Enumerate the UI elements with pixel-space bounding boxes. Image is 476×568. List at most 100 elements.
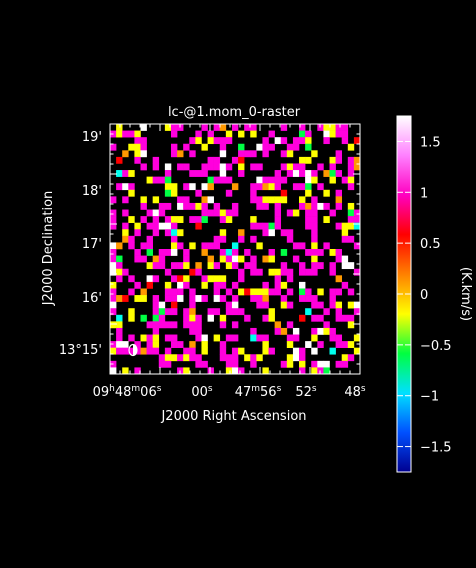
x-tick-label: 09h48m06s [93, 384, 162, 400]
image-pixel [353, 347, 361, 355]
image-pixel [116, 327, 123, 335]
image-pixel [207, 183, 214, 191]
image-pixel [116, 275, 123, 283]
image-pixel [170, 341, 178, 348]
image-pixel [201, 341, 208, 348]
image-pixel [292, 334, 300, 342]
image-pixel [189, 295, 196, 302]
image-pixel [110, 268, 117, 276]
image-pixel [140, 255, 147, 263]
image-pixel [231, 347, 239, 355]
image-pixel [134, 156, 141, 164]
image-pixel [128, 347, 135, 355]
image-pixel [305, 295, 312, 302]
image-pixel [323, 202, 330, 210]
image-pixel [170, 189, 178, 197]
image-pixel [128, 275, 135, 283]
image-pixel [347, 321, 355, 329]
image-pixel [286, 235, 294, 243]
image-pixel [195, 130, 202, 138]
image-pixel [341, 314, 349, 322]
image-pixel [189, 301, 196, 309]
image-pixel [256, 288, 263, 296]
image-pixel [201, 209, 208, 217]
image-pixel [164, 170, 172, 177]
image-pixel [256, 196, 263, 204]
image-pixel [128, 288, 135, 296]
image-pixel [177, 295, 184, 302]
image-pixel [311, 242, 318, 250]
y-tick-label: 16' [82, 291, 102, 306]
image-pixel [140, 216, 147, 223]
image-pixel [353, 222, 361, 230]
image-pixel [317, 249, 324, 256]
image-pixel [262, 143, 269, 151]
image-pixel [170, 183, 178, 191]
image-pixel [347, 163, 355, 171]
image-pixel [152, 163, 160, 171]
image-pixel [274, 202, 282, 210]
image-pixel [170, 222, 178, 230]
image-pixel [280, 137, 288, 145]
image-pixel [158, 255, 166, 263]
image-pixel [335, 196, 343, 204]
image-pixel [140, 124, 147, 131]
image-pixel [323, 327, 330, 335]
image-pixel [299, 130, 306, 138]
image-pixel [170, 334, 178, 342]
image-pixel [347, 183, 355, 191]
image-pixel [189, 170, 196, 177]
image-pixel [128, 334, 135, 342]
image-pixel [231, 209, 239, 217]
image-pixel [134, 341, 141, 348]
image-pixel [219, 321, 227, 329]
image-pixel [353, 242, 361, 250]
image-pixel [207, 196, 214, 204]
image-pixel [110, 347, 117, 355]
image-pixel [238, 130, 245, 138]
image-pixel [146, 235, 153, 243]
image-pixel [274, 183, 282, 191]
image-pixel [164, 222, 172, 230]
image-pixel [256, 334, 263, 342]
image-pixel [299, 170, 306, 177]
image-pixel [164, 216, 172, 223]
image-pixel [268, 222, 275, 230]
image-pixel [116, 156, 123, 164]
colorbar-label: (K.km/s) [458, 267, 473, 321]
image-pixel [231, 249, 239, 256]
image-pixel [286, 341, 294, 348]
image-pixel [116, 170, 123, 177]
image-pixel [116, 255, 123, 263]
image-pixel [323, 321, 330, 329]
image-pixel [347, 143, 355, 151]
image-pixel [286, 268, 294, 276]
image-pixel [195, 295, 202, 302]
image-pixel [134, 255, 141, 263]
image-pixel [250, 196, 257, 204]
image-pixel [311, 249, 318, 256]
image-pixel [225, 262, 233, 270]
image-pixel [213, 235, 221, 243]
image-pixel [280, 268, 288, 276]
colorbar-tick-label: 1.5 [420, 135, 441, 150]
image-pixel [353, 137, 361, 145]
image-pixel [201, 249, 208, 256]
image-pixel [183, 354, 190, 362]
image-pixel [250, 216, 257, 223]
image-pixel [299, 295, 306, 302]
image-pixel [158, 262, 166, 270]
image-pixel [140, 295, 147, 302]
image-pixel [231, 202, 239, 210]
image-pixel [158, 354, 166, 362]
image-pixel [274, 281, 282, 289]
image-pixel [207, 130, 214, 138]
image-pixel [347, 288, 355, 296]
image-pixel [268, 130, 275, 138]
image-pixel [177, 341, 184, 348]
image-pixel [128, 308, 135, 316]
image-pixel [335, 156, 343, 164]
image-pixel [238, 170, 245, 177]
image-pixel [335, 360, 343, 368]
image-pixel [152, 262, 160, 270]
